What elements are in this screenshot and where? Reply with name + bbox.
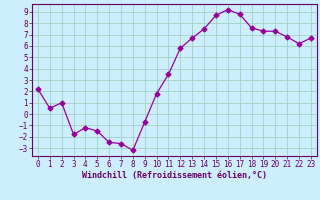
X-axis label: Windchill (Refroidissement éolien,°C): Windchill (Refroidissement éolien,°C) — [82, 171, 267, 180]
